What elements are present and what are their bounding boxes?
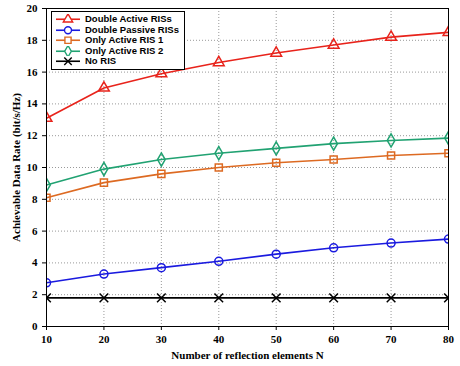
- svg-text:4: 4: [32, 256, 38, 268]
- html-text:Double Passive RISs: Double Passive RISs: [85, 23, 179, 35]
- svg-text:60: 60: [328, 333, 340, 345]
- svg-text:20: 20: [98, 333, 110, 345]
- svg-text:18: 18: [27, 34, 39, 46]
- svg-text:70: 70: [386, 333, 398, 345]
- svg-text:Number of reflection elements: Number of reflection elements N: [171, 349, 323, 361]
- svg-text:50: 50: [271, 333, 283, 345]
- svg-text:10: 10: [41, 333, 53, 345]
- svg-text:16: 16: [27, 66, 39, 78]
- svg-text:8: 8: [32, 193, 38, 205]
- svg-text:12: 12: [27, 129, 39, 141]
- svg-text:Achievable Data Rate (bit/s/Hz: Achievable Data Rate (bit/s/Hz): [10, 93, 23, 242]
- html-text:Double Active RISs: Double Active RISs: [85, 13, 172, 24]
- html-text:No RIS: No RIS: [85, 55, 117, 66]
- svg-text:0: 0: [32, 320, 38, 332]
- svg-text:2: 2: [32, 288, 38, 300]
- svg-text:80: 80: [443, 333, 455, 345]
- svg-text:6: 6: [32, 225, 38, 237]
- html-text:Only Active RIS 1: Only Active RIS 1: [85, 34, 164, 45]
- svg-text:40: 40: [213, 333, 225, 345]
- svg-text:30: 30: [156, 333, 168, 345]
- svg-text:20: 20: [27, 2, 39, 14]
- svg-text:10: 10: [27, 161, 39, 173]
- svg-text:14: 14: [27, 97, 39, 109]
- html-text:Only Active RIS 2: Only Active RIS 2: [85, 44, 164, 56]
